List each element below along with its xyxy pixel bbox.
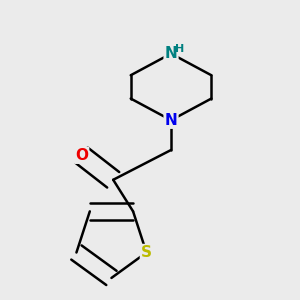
Text: H: H bbox=[175, 44, 184, 54]
Text: N: N bbox=[165, 113, 177, 128]
Text: S: S bbox=[141, 245, 152, 260]
Text: N: N bbox=[165, 46, 177, 61]
Text: O: O bbox=[75, 148, 88, 163]
